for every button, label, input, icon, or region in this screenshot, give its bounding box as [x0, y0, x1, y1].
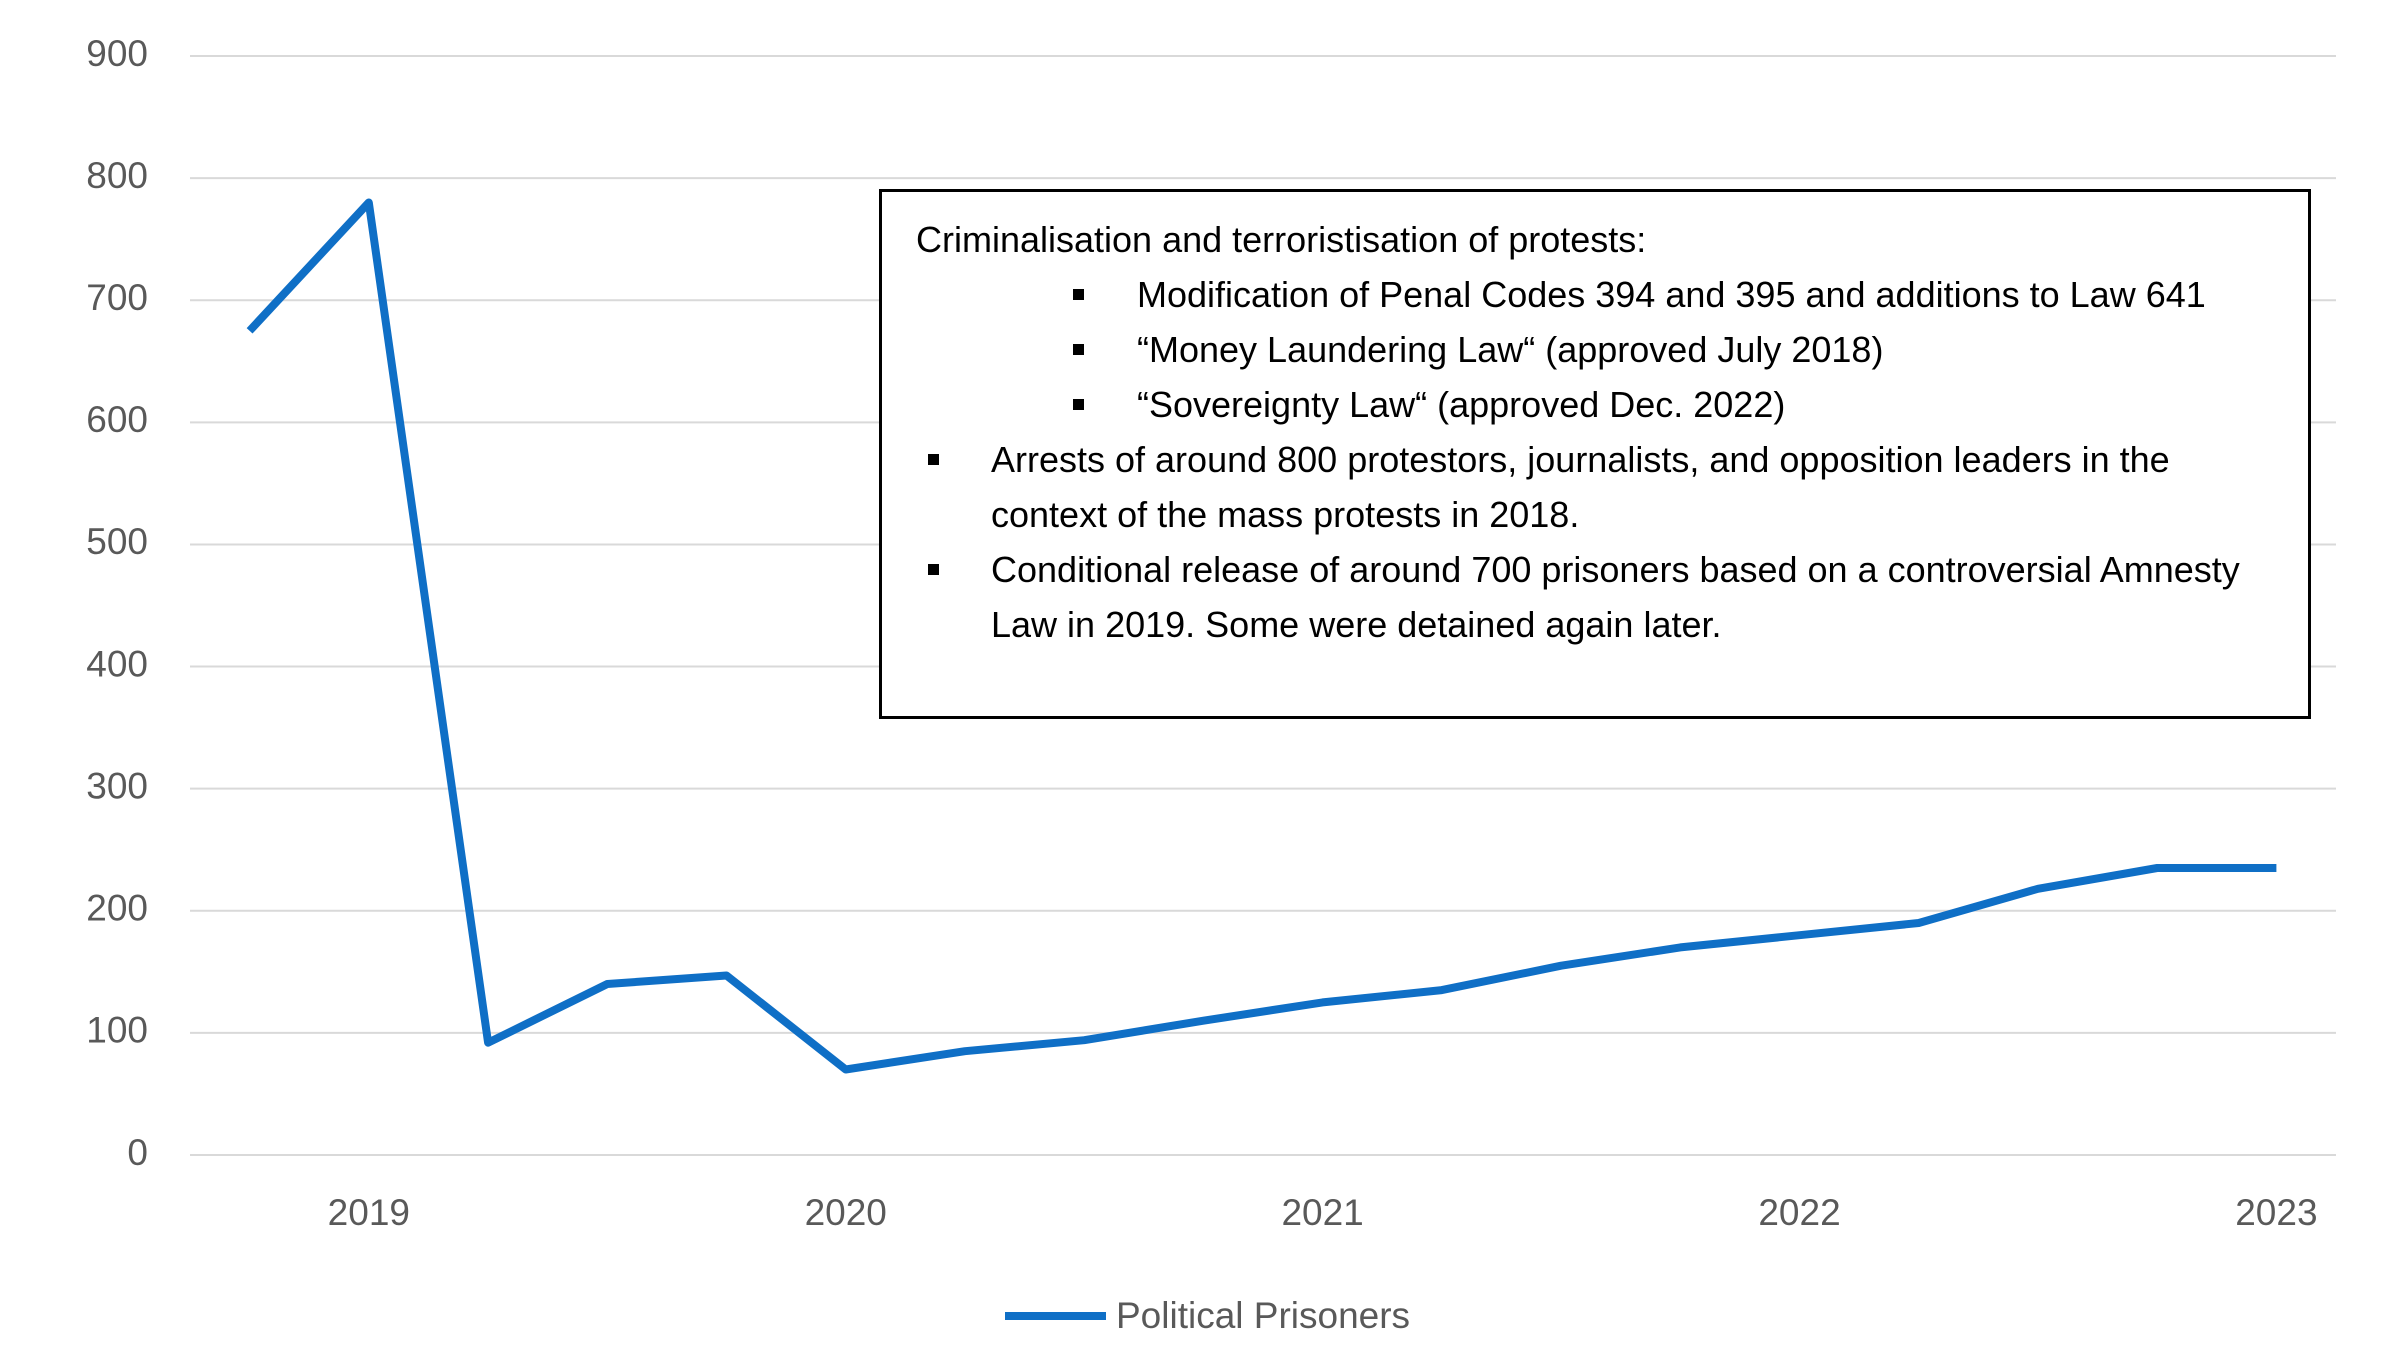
x-tick-label: 2022	[1758, 1192, 1840, 1233]
annotation-box: Criminalisation and terroristisation of …	[879, 189, 2311, 719]
y-tick-label: 900	[86, 33, 148, 74]
bullet	[928, 564, 939, 575]
bullet-item: Arrests of around 800 protestors, journa…	[892, 432, 2291, 542]
y-tick-label: 700	[86, 277, 148, 318]
y-tick-label: 400	[86, 643, 148, 684]
sub-bullet-text: “Sovereignty Law“ (approved Dec. 2022)	[1137, 384, 1786, 425]
sub-bullet-text: “Money Laundering Law“ (approved July 20…	[1137, 329, 1884, 370]
y-tick-label: 200	[86, 888, 148, 929]
bullet	[1073, 344, 1084, 355]
sub-bullet-item: Modification of Penal Codes 394 and 395 …	[916, 267, 2257, 322]
x-tick-label: 2020	[805, 1192, 887, 1233]
y-tick-label: 600	[86, 399, 148, 440]
y-tick-label: 0	[127, 1132, 148, 1173]
bullet	[928, 454, 939, 465]
x-tick-label: 2021	[1281, 1192, 1363, 1233]
y-tick-label: 800	[86, 155, 148, 196]
bullet	[1073, 399, 1084, 410]
bullet	[1073, 289, 1084, 300]
y-tick-label: 100	[86, 1010, 148, 1051]
sub-bullet-text: Modification of Penal Codes 394 and 395 …	[1137, 274, 2206, 315]
data-line	[246, 198, 2277, 1074]
sub-bullet-item: “Money Laundering Law“ (approved July 20…	[916, 322, 2257, 377]
sub-bullet-item: “Sovereignty Law“ (approved Dec. 2022)	[916, 377, 2257, 432]
bullet-text: Conditional release of around 700 prison…	[991, 549, 2240, 645]
bullet-text: Arrests of around 800 protestors, journa…	[991, 439, 2170, 535]
y-tick-label: 300	[86, 765, 148, 806]
bullet-item: Conditional release of around 700 prison…	[892, 542, 2291, 652]
x-tick-label: 2019	[328, 1192, 410, 1233]
y-tick-label: 500	[86, 521, 148, 562]
x-tick-label: 2023	[2235, 1192, 2317, 1233]
legend-label: Political Prisoners	[1116, 1295, 1410, 1336]
annotation-heading: Criminalisation and terroristisation of …	[916, 219, 1647, 260]
